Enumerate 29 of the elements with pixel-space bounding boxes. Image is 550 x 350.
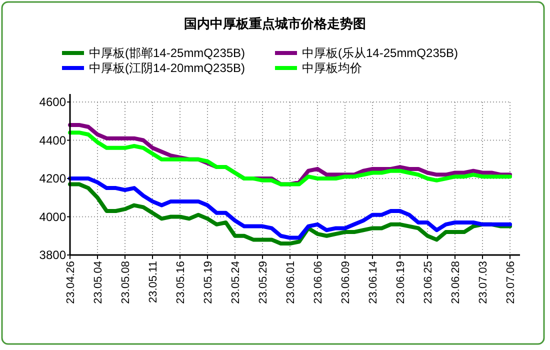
x-tick-label: 23.07.03 — [478, 261, 490, 304]
legend-label: 中厚板(乐从14-25mmQ235B) — [302, 46, 458, 60]
x-tick-label: 23.06.19 — [395, 261, 407, 304]
chart-title: 国内中厚板重点城市价格走势图 — [184, 16, 366, 31]
x-tick-label: 23.05.19 — [202, 261, 214, 304]
x-tick-label: 23.04.26 — [65, 261, 77, 304]
x-tick-label: 23.06.14 — [368, 261, 380, 304]
legend-label: 中厚板均价 — [302, 61, 362, 75]
line-series — [68, 176, 512, 240]
x-tick-label: 23.05.04 — [92, 261, 104, 304]
x-tick-label: 23.05.16 — [175, 261, 187, 304]
y-tick-label: 4200 — [39, 172, 66, 186]
x-tick-label: 23.06.01 — [285, 261, 297, 304]
x-tick-label: 23.05.24 — [230, 261, 242, 304]
x-tick-label: 23.05.29 — [258, 261, 270, 304]
y-tick-label: 4000 — [39, 210, 66, 224]
y-tick-label: 3800 — [39, 248, 66, 262]
legend-label: 中厚板(邯郸14-25mmQ235B) — [89, 46, 246, 60]
x-tick-label: 23.06.06 — [312, 261, 324, 304]
x-tick-label: 23.05.11 — [148, 261, 160, 304]
x-tick-label: 23.06.09 — [340, 261, 352, 304]
x-tick-label: 23.07.06 — [505, 261, 517, 304]
line-series — [68, 182, 512, 246]
y-tick-label: 4400 — [39, 133, 66, 148]
y-tick-label: 4600 — [39, 95, 66, 109]
legend-label: 中厚板(江阴14-20mmQ235B) — [89, 61, 246, 75]
x-tick-label: 23.05.08 — [120, 261, 132, 304]
x-tick-label: 23.06.28 — [450, 261, 462, 304]
x-tick-label: 23.06.25 — [422, 261, 434, 304]
